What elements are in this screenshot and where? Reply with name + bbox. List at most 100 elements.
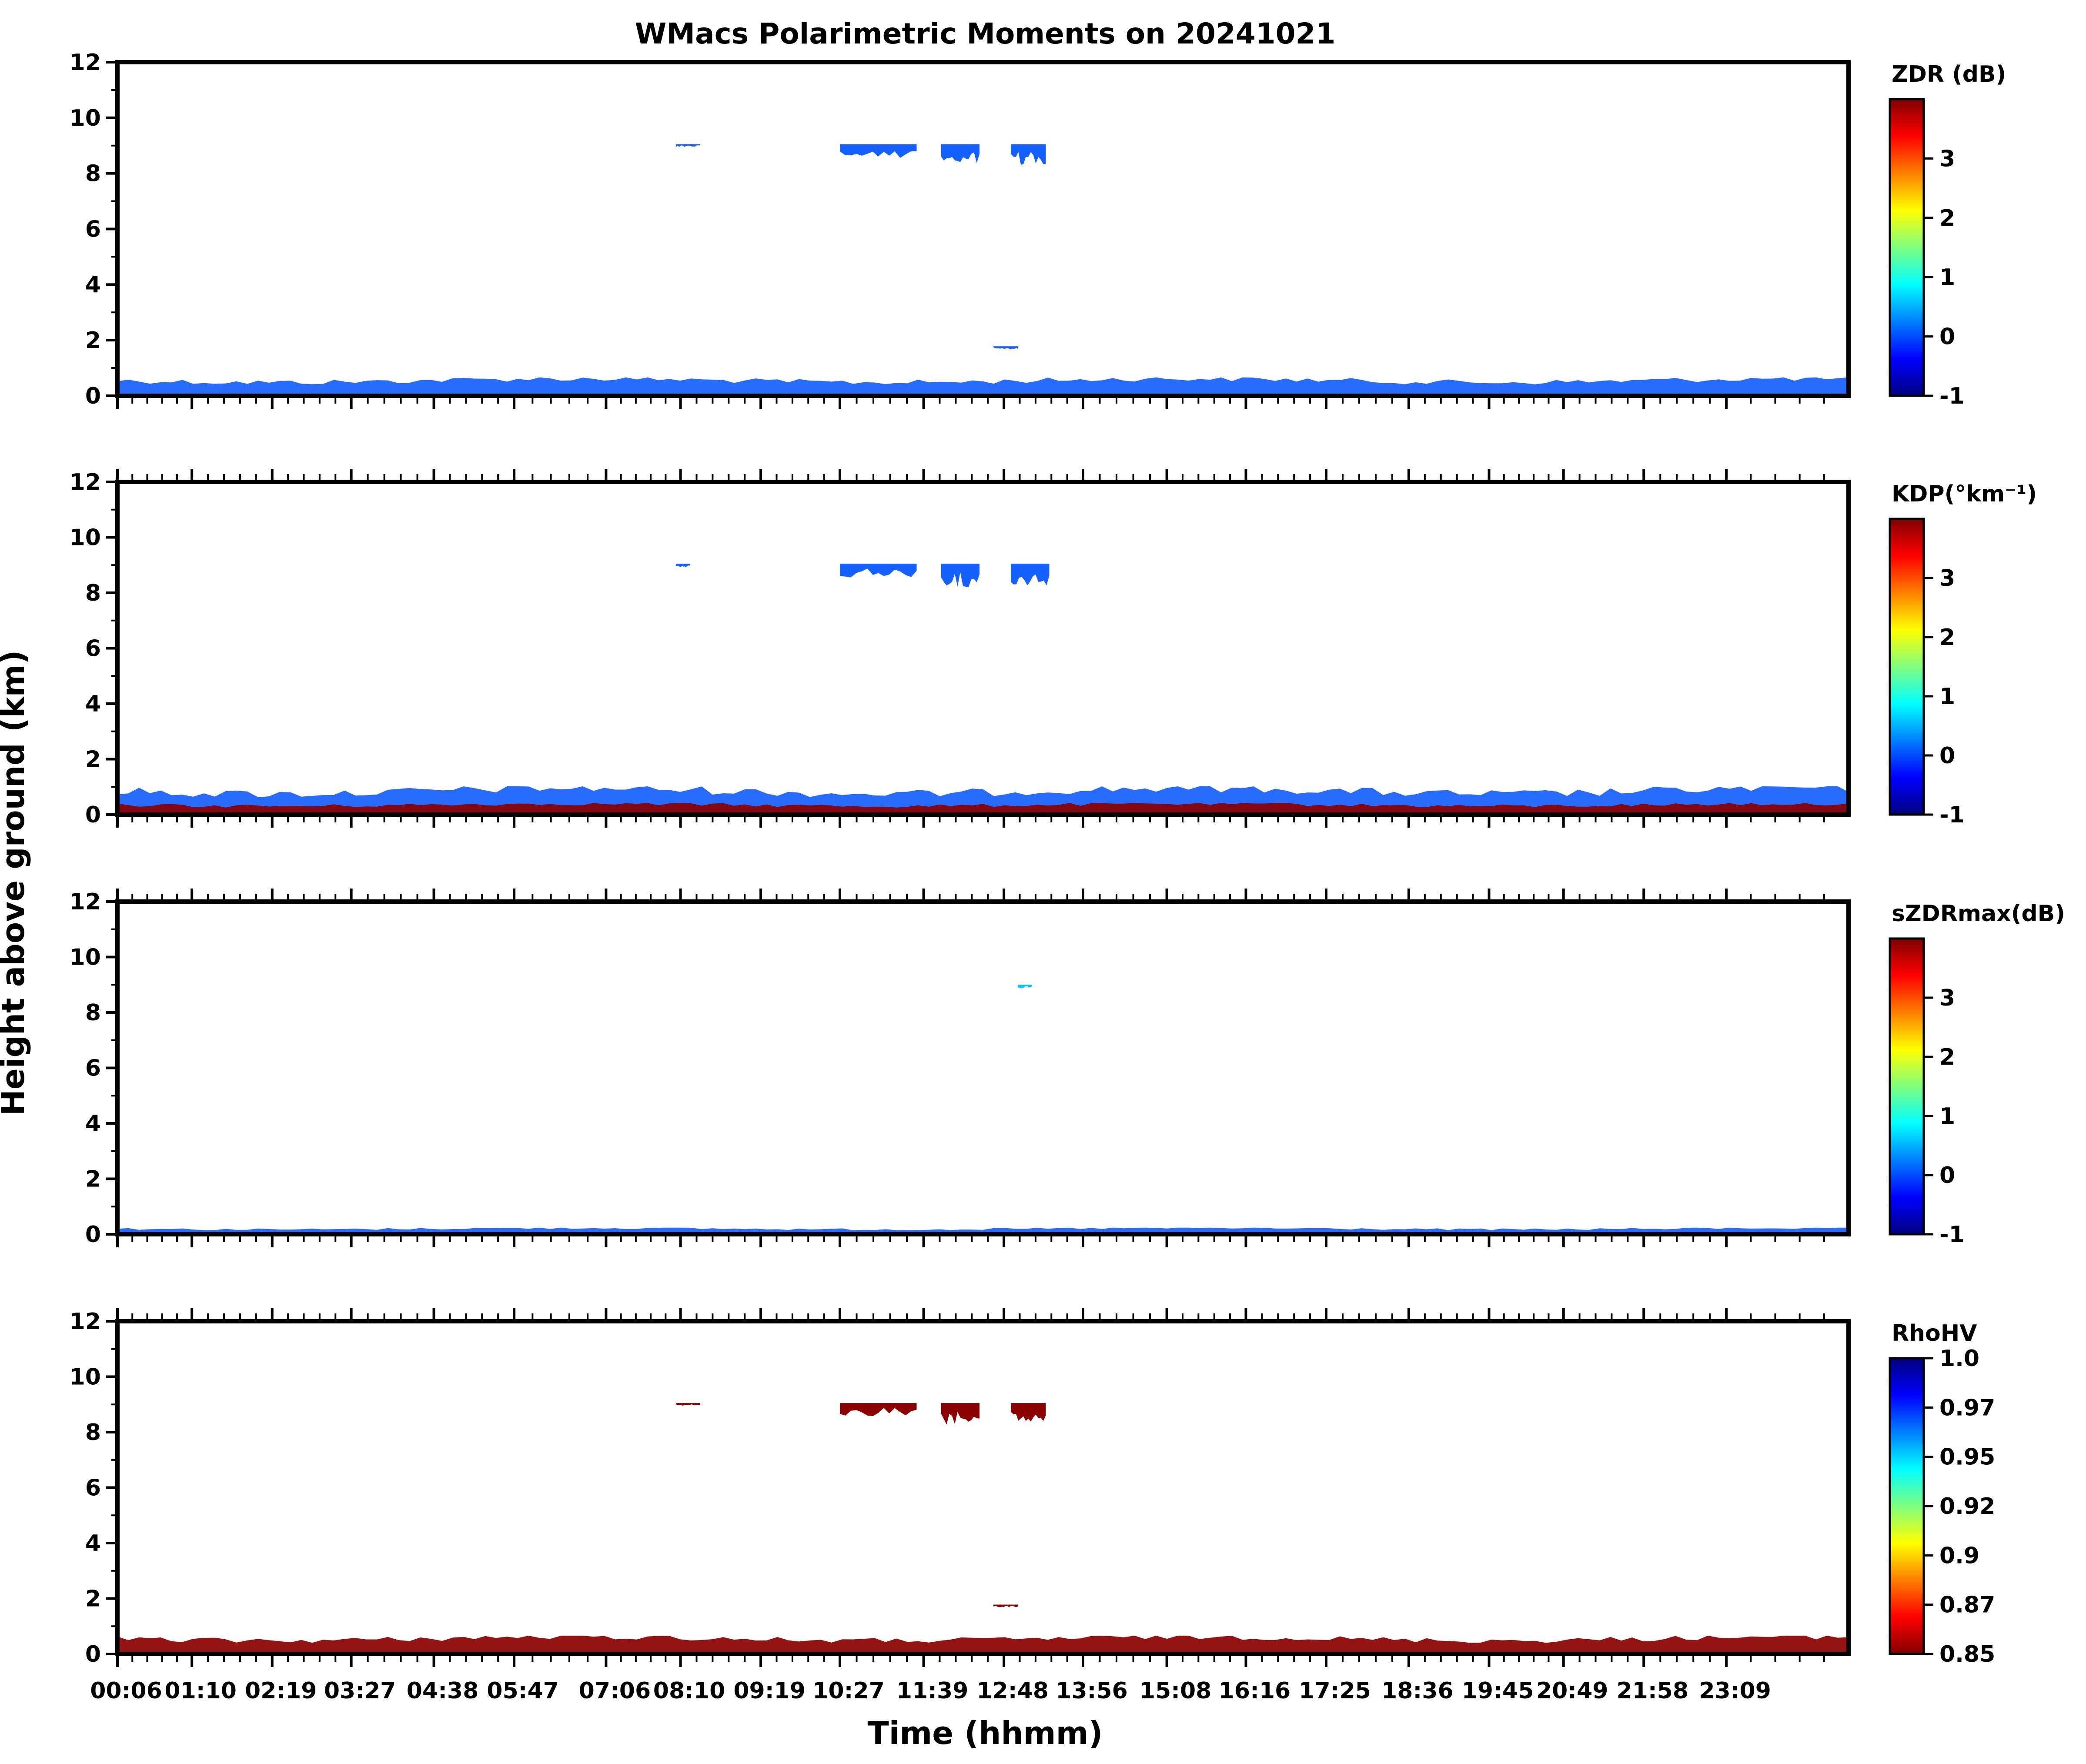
x-tick-label: 09:19 [733,1678,806,1704]
x-tick-label: 01:10 [164,1678,237,1704]
colorbar-tick-label: 0.87 [1939,1592,1995,1618]
echo-blob-2 [675,564,690,568]
plot-area-kdp [117,482,1849,815]
colorbar-title: sZDRmax(dB) [1892,901,2065,927]
y-tick-label: 4 [85,272,101,298]
colorbar-tick-label: 1.0 [1939,1346,1979,1372]
x-tick-label: 07:06 [579,1678,651,1704]
plot-background [117,482,1849,815]
colorbar-kdp: KDP(°km⁻¹) 3 2 1 0 -1 [1889,481,2037,828]
y-axis-label: Height above ground (km) [0,650,31,1116]
panel-rhohv: 0 2 4 6 8 10 12 00:06 01:10 02:19 03:27 04:38 05:47 0… [70,1308,1995,1704]
plot-area-rhohv [117,1321,1849,1654]
echo-band-1 [117,803,1849,815]
echo-blob-1 [675,144,701,147]
x-tick-label: 08:10 [653,1678,725,1704]
colorbar-title: KDP(°km⁻¹) [1892,481,2037,507]
x-tick-label: 04:38 [407,1678,479,1704]
colorbar-title: RhoHV [1892,1320,1977,1346]
plot-area-szdrmax [117,902,1849,1234]
y-tick-label: 8 [85,1000,101,1026]
y-tick-label: 2 [85,747,101,773]
y-tick-label: 6 [85,217,101,243]
colorbar-tick-label: 3 [1939,565,1955,591]
colorbar-tick-label: 0 [1939,324,1955,350]
y-tick-label: 10 [70,105,101,131]
y-tick-label: 2 [85,1586,101,1612]
echo-blob-5 [993,1604,1018,1607]
y-tick-label: 10 [70,945,101,971]
y-tick-label: 0 [85,1222,101,1248]
y-tick-label: 6 [85,1475,101,1501]
x-tick-label: 23:09 [1699,1678,1771,1704]
colorbar-tick-label: 2 [1939,1044,1955,1070]
colorbar-tick-label: 1 [1939,684,1955,710]
y-tick-label: 12 [70,50,101,76]
colorbar-tick-label: 0.85 [1939,1641,1995,1667]
x-tick-label: 20:49 [1536,1678,1608,1704]
x-tick-label: 10:27 [812,1678,885,1704]
x-axis-label: Time (hhmm) [867,1715,1103,1751]
echo-band-0 [117,377,1849,396]
x-tick-label: 16:16 [1219,1678,1291,1704]
x-tick-label: 05:47 [487,1678,559,1704]
colorbar-frame [1889,937,1925,1236]
x-tick-label: 21:58 [1616,1678,1688,1704]
colorbar-tick-label: 0.97 [1939,1395,1995,1421]
echo-blob-4 [1011,144,1046,165]
x-tick-label: 03:27 [324,1678,396,1704]
echo-blob-4 [1011,1403,1046,1422]
echo-blob-5 [1011,564,1050,585]
y-tick-label: 12 [70,889,101,915]
echo-blob-4 [941,564,979,587]
colorbar-tick-label: 0.9 [1939,1543,1979,1569]
colorbar-tick-label: 1 [1939,1103,1955,1129]
y-tick-label: 0 [85,383,101,409]
y-tick-label: 4 [85,691,101,717]
figure-title: WMacs Polarimetric Moments on 20241021 [635,17,1336,50]
colorbar-title: ZDR (dB) [1892,61,2006,87]
colorbar-gradient [1890,1358,1924,1654]
colorbar-tick-label: -1 [1939,802,1965,828]
echo-band-0 [117,1635,1849,1654]
colorbar-tick-label: 2 [1939,205,1955,231]
colorbar-tick-label: 0 [1939,1163,1955,1189]
y-tick-label: 8 [85,1420,101,1446]
y-tick-label: 6 [85,636,101,662]
y-tick-label: 0 [85,1641,101,1667]
echo-blob-3 [941,144,979,163]
echo-blob-3 [941,1403,979,1425]
colorbar-tick-label: 2 [1939,625,1955,651]
colorbar-gradient [1890,939,1924,1234]
x-tick-label: 18:36 [1381,1678,1454,1704]
x-tick-label: 19:45 [1462,1678,1534,1704]
colorbar-frame [1889,98,1925,397]
plot-area-zdr [117,62,1849,396]
x-tick-label: 11:39 [896,1678,969,1704]
y-tick-label: 0 [85,802,101,828]
colorbar-tick-label: 0.92 [1939,1493,1995,1520]
y-tick-label: 12 [70,469,101,495]
colorbar-tick-label: -1 [1939,1222,1965,1248]
plot-background [117,62,1849,396]
x-tick-label: 17:25 [1299,1678,1371,1704]
colorbar-tick-label: 0 [1939,743,1955,769]
colorbar-szdrmax: sZDRmax(dB) 3 2 1 0 -1 [1889,901,2065,1248]
x-tick-label: 00:06 [90,1678,162,1704]
colorbar-gradient [1890,99,1924,396]
y-tick-label: 8 [85,580,101,606]
y-tick-label: 4 [85,1111,101,1137]
echo-blob-5 [993,346,1018,349]
x-tick-label: 13:56 [1056,1678,1128,1704]
colorbar-tick-label: 3 [1939,985,1955,1011]
colorbar-tick-label: 1 [1939,264,1955,291]
y-tick-label: 2 [85,1166,101,1193]
echo-blob-3 [840,564,917,578]
colorbar-tick-label: 3 [1939,146,1955,172]
echo-blob-1 [675,1403,701,1406]
x-tick-label: 12:48 [976,1678,1049,1704]
